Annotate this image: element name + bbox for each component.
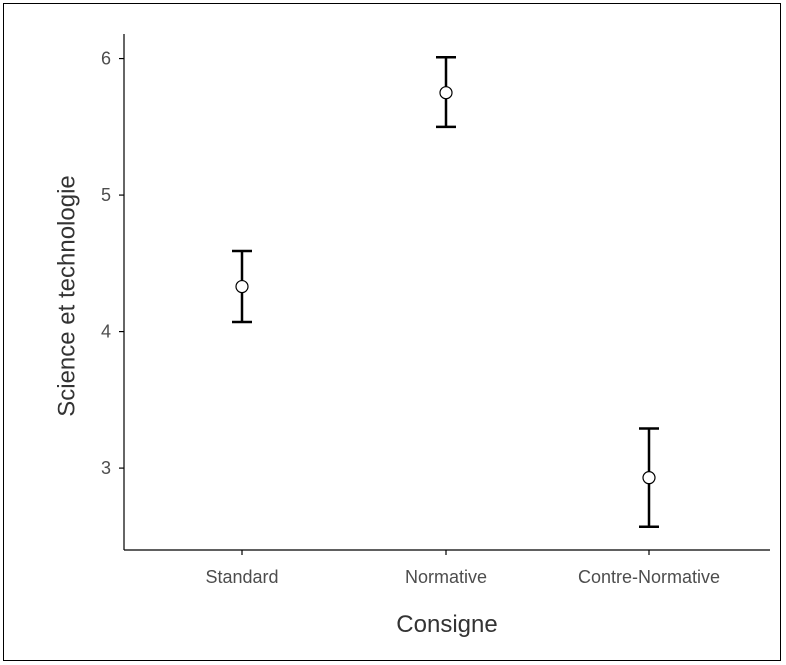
x-axis-title: Consigne xyxy=(396,611,497,638)
chart-frame: 3 4 5 6 Standard Normative Contre-Normative C… xyxy=(3,3,781,661)
y-ticks: 3 4 5 6 xyxy=(101,49,124,478)
x-tick-label: Normative xyxy=(405,567,487,587)
x-ticks: Standard Normative Contre-Normative xyxy=(205,550,720,587)
chart-axes xyxy=(123,34,770,551)
x-tick-label: Contre-Normative xyxy=(578,567,720,587)
mean-point xyxy=(642,471,656,485)
x-tick-label: Standard xyxy=(205,567,278,587)
mean-point xyxy=(439,86,453,100)
chart-marks xyxy=(232,55,659,529)
y-tick-label: 4 xyxy=(101,322,111,342)
chart-svg: 3 4 5 6 Standard Normative Contre-Normative C… xyxy=(53,34,770,638)
errorbar-3 xyxy=(639,427,659,529)
y-tick-label: 3 xyxy=(101,458,111,478)
errorbar-2 xyxy=(436,55,456,129)
errorbar-1 xyxy=(232,249,252,324)
mean-point xyxy=(235,279,249,294)
y-tick-label: 5 xyxy=(101,185,111,205)
y-axis-title: Science et technologie xyxy=(53,175,80,417)
y-tick-label: 6 xyxy=(101,49,111,69)
